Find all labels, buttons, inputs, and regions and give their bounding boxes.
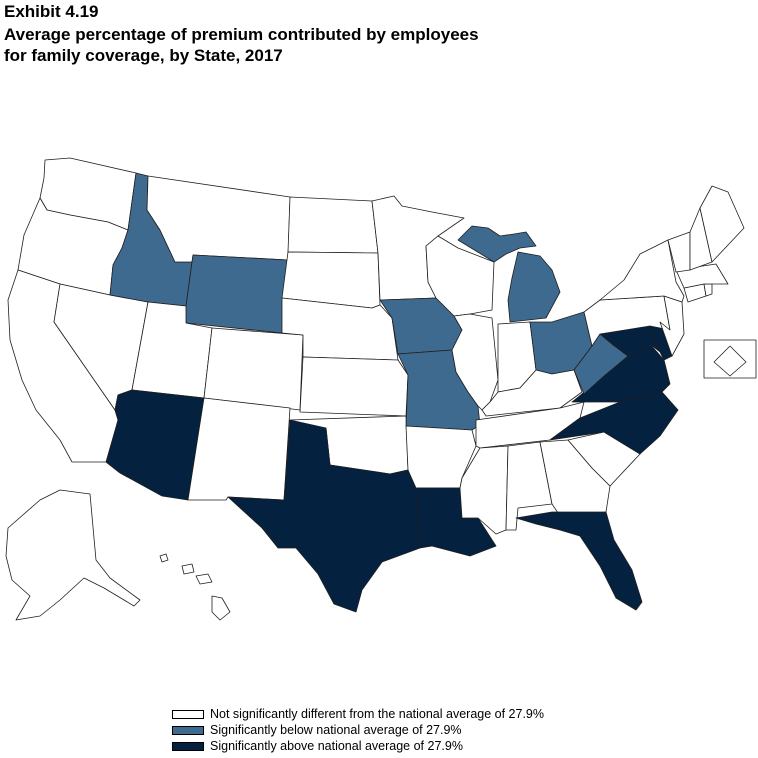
state-ks: [299, 356, 409, 417]
legend-label-below: Significantly below national average of …: [210, 723, 462, 737]
state-hi: [211, 595, 231, 621]
state-ak: [5, 489, 141, 621]
state-nm: [187, 397, 291, 501]
state-sc: [567, 431, 641, 487]
chart-title: Average percentage of premium contribute…: [4, 24, 479, 66]
legend-swatch-not-significant: [172, 709, 204, 719]
legend-label-not-significant: Not significantly different from the nat…: [210, 707, 544, 721]
state-nc: [549, 391, 679, 455]
legend-item-above: Significantly above national average of …: [172, 738, 544, 754]
state-tx: [227, 419, 421, 613]
state-mi-up: [457, 225, 537, 263]
state-mi: [507, 251, 561, 323]
state-wy: [185, 254, 289, 334]
title-line-1: Average percentage of premium contribute…: [4, 25, 479, 44]
state-me: [699, 185, 745, 263]
legend-item-not-significant: Not significantly different from the nat…: [172, 706, 544, 722]
map-legend: Not significantly different from the nat…: [172, 706, 544, 754]
state-co: [203, 327, 304, 411]
state-wi: [425, 235, 495, 317]
legend-swatch-above: [172, 741, 204, 751]
state-ky: [481, 369, 583, 417]
state-az: [105, 389, 205, 501]
legend-label-above: Significantly above national average of …: [210, 739, 463, 753]
hi-island-1: [159, 553, 169, 563]
state-dc: [713, 345, 747, 377]
state-fl: [515, 511, 643, 611]
state-il: [451, 313, 499, 411]
state-ny: [599, 239, 685, 303]
exhibit-label: Exhibit 4.19: [4, 2, 99, 21]
title-line-2: for family coverage, by State, 2017: [4, 46, 283, 65]
us-state-map: [5, 157, 757, 621]
hi-island-2: [181, 563, 195, 575]
state-nd: [287, 196, 379, 254]
hi-island-3: [195, 573, 213, 585]
legend-item-below: Significantly below national average of …: [172, 722, 544, 738]
legend-swatch-below: [172, 725, 204, 735]
